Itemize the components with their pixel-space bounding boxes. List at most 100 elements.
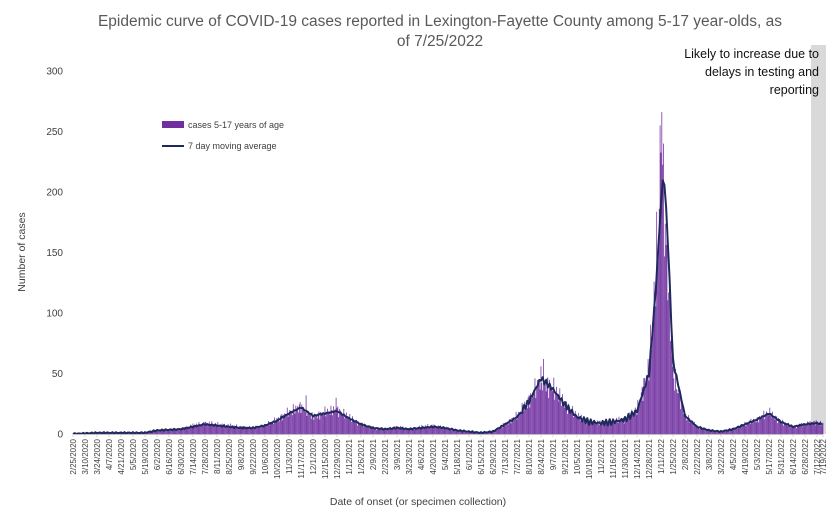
- bar: [460, 430, 462, 434]
- x-tick-label: 12/15/2020: [321, 438, 330, 479]
- x-tick-label: 4/7/2020: [105, 438, 114, 470]
- bar: [779, 421, 781, 434]
- bar: [541, 382, 543, 434]
- bar: [222, 427, 224, 434]
- bar: [366, 426, 368, 434]
- x-tick-label: 10/19/2021: [585, 438, 594, 479]
- bar: [352, 420, 354, 434]
- bar: [821, 424, 823, 434]
- bar: [743, 425, 745, 434]
- bar: [274, 417, 275, 434]
- bar: [424, 425, 426, 434]
- bar: [772, 416, 774, 434]
- bar: [606, 421, 608, 434]
- bar: [696, 426, 698, 434]
- bar: [669, 273, 670, 434]
- bar: [506, 423, 508, 434]
- bar: [331, 411, 333, 434]
- bar: [480, 432, 482, 434]
- bar: [198, 422, 200, 434]
- y-tick-label: 200: [46, 188, 63, 199]
- bar: [440, 425, 442, 434]
- bar: [605, 420, 607, 434]
- bar: [339, 408, 340, 434]
- bar: [726, 431, 728, 434]
- bar: [524, 401, 526, 434]
- bar: [801, 422, 802, 434]
- bar: [251, 427, 253, 434]
- bar: [661, 112, 663, 434]
- bar: [214, 422, 216, 434]
- bar: [200, 424, 202, 434]
- bar: [573, 417, 574, 434]
- bar: [493, 431, 495, 434]
- bar: [172, 429, 174, 434]
- x-tick-label: 7/19/2022: [819, 438, 828, 474]
- bar: [792, 426, 794, 434]
- bar: [748, 422, 749, 434]
- bar: [422, 427, 424, 434]
- bar: [789, 426, 790, 434]
- bar: [197, 426, 199, 434]
- bar: [412, 428, 413, 434]
- bar: [489, 432, 490, 434]
- y-tick-label: 50: [52, 369, 64, 380]
- bar: [770, 415, 772, 434]
- bar: [401, 428, 403, 434]
- bar: [532, 392, 533, 434]
- bar: [454, 429, 456, 434]
- bar: [592, 424, 593, 434]
- x-tick-label: 3/24/2020: [93, 438, 102, 474]
- x-tick-label: 7/13/2021: [501, 438, 510, 474]
- bar: [763, 410, 765, 434]
- bar: [507, 421, 508, 434]
- bar: [652, 315, 654, 434]
- bar: [448, 428, 450, 434]
- bar: [443, 427, 445, 434]
- x-tick-label: 1/26/2021: [357, 438, 366, 474]
- bar: [639, 402, 640, 434]
- bar: [595, 422, 597, 434]
- bar: [629, 419, 631, 434]
- bar: [517, 415, 519, 434]
- bar: [520, 411, 521, 434]
- bar: [212, 425, 214, 434]
- bar: [651, 349, 652, 434]
- bar: [472, 431, 473, 434]
- bar: [207, 423, 208, 434]
- bar: [250, 427, 252, 434]
- bar: [298, 404, 300, 434]
- bar: [775, 415, 777, 434]
- bar: [733, 429, 735, 434]
- bar: [671, 356, 673, 434]
- bar: [619, 420, 621, 434]
- bar: [700, 426, 701, 434]
- bar: [372, 428, 374, 434]
- bar: [128, 433, 130, 434]
- legend: cases 5-17 years of age 7 day moving ave…: [162, 114, 284, 156]
- bar: [703, 428, 705, 434]
- bar: [601, 423, 603, 434]
- bar: [355, 420, 357, 434]
- bar: [556, 386, 557, 434]
- bar: [594, 423, 596, 434]
- bar: [411, 428, 412, 434]
- bar: [602, 423, 604, 434]
- bar: [209, 425, 211, 434]
- bar: [269, 423, 271, 434]
- x-tick-label: 11/30/2021: [621, 438, 630, 478]
- bar: [564, 407, 566, 434]
- bar: [232, 426, 233, 434]
- bar: [340, 412, 342, 434]
- bar: [307, 413, 309, 434]
- bar: [572, 406, 574, 434]
- bar: [330, 405, 332, 434]
- bar: [745, 426, 747, 434]
- bar: [535, 398, 537, 434]
- x-tick-label: 6/2/2020: [153, 438, 162, 470]
- bar: [774, 419, 776, 434]
- bar: [736, 428, 738, 434]
- bar: [808, 424, 809, 434]
- bar: [297, 406, 298, 434]
- bar: [688, 415, 689, 434]
